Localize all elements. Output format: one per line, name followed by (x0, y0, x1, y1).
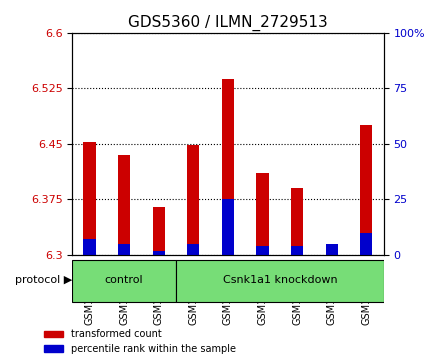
Bar (360, 233, 372, 255)
Bar (291, 188, 303, 255)
Bar (118, 155, 130, 255)
Text: Csnk1a1 knockdown: Csnk1a1 knockdown (223, 275, 337, 285)
Bar (360, 125, 372, 255)
Bar (118, 244, 130, 255)
Bar (257, 174, 268, 255)
Bar (222, 78, 234, 255)
Bar (84, 142, 95, 255)
Bar (257, 246, 268, 255)
FancyBboxPatch shape (72, 260, 176, 302)
Bar (84, 240, 95, 255)
Bar (326, 244, 338, 255)
FancyBboxPatch shape (176, 260, 384, 302)
Text: control: control (105, 275, 143, 285)
Bar (187, 144, 199, 255)
Bar (326, 244, 338, 255)
Title: GDS5360 / ILMN_2729513: GDS5360 / ILMN_2729513 (128, 15, 328, 31)
Bar (153, 250, 165, 255)
Text: protocol ▶: protocol ▶ (15, 275, 72, 285)
Bar (291, 246, 303, 255)
Legend: transformed count, percentile rank within the sample: transformed count, percentile rank withi… (40, 326, 240, 358)
Bar (153, 207, 165, 255)
Bar (187, 244, 199, 255)
Bar (222, 199, 234, 255)
